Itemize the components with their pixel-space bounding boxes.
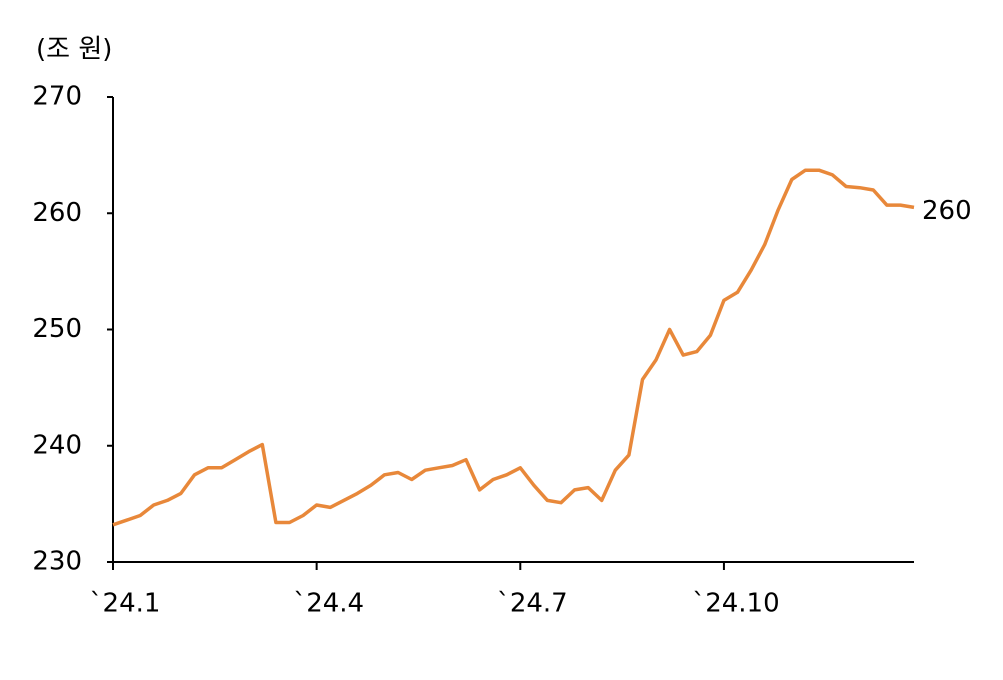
y-tick-label: 270: [32, 82, 82, 112]
y-tick-label: 230: [32, 547, 82, 577]
x-tick-label: `24.1: [90, 589, 161, 619]
y-tick-label: 240: [32, 430, 82, 460]
y-axis-label: (조 원): [36, 35, 112, 65]
y-tick-label: 260: [32, 198, 82, 228]
x-tick-label: `24.10: [692, 589, 779, 619]
x-tick-label: `24.4: [293, 589, 364, 619]
y-tick-label: 250: [32, 314, 82, 344]
x-tick-label: `24.7: [497, 589, 568, 619]
end-label: 260: [922, 196, 972, 226]
line: [112, 168, 915, 527]
